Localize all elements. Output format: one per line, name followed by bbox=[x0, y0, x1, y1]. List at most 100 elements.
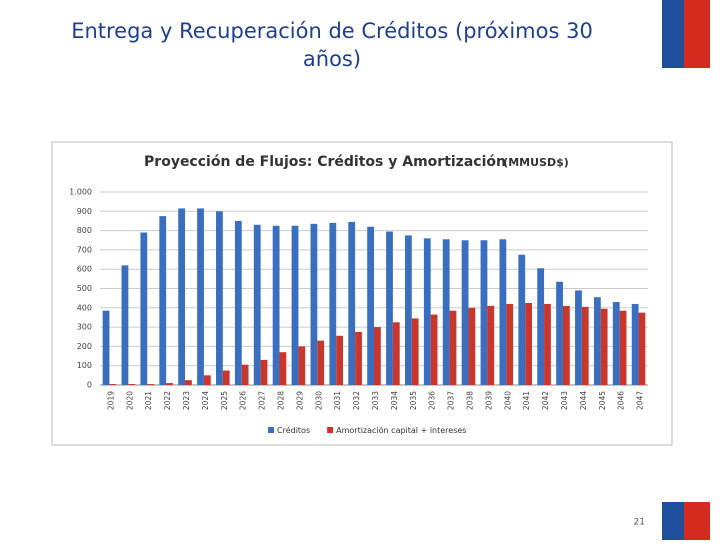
chart-title: Proyección de Flujos: Créditos y Amortiz… bbox=[144, 154, 506, 170]
bar bbox=[102, 310, 110, 385]
bar bbox=[140, 232, 148, 385]
bar bbox=[612, 302, 620, 385]
x-tick-label: 2043 bbox=[560, 391, 569, 410]
y-tick-label: 200 bbox=[77, 342, 92, 351]
bar bbox=[404, 235, 412, 385]
bar bbox=[449, 310, 457, 385]
x-tick-label: 2022 bbox=[163, 391, 172, 410]
bar bbox=[241, 364, 249, 385]
flag-red bbox=[684, 502, 710, 540]
x-tick-label: 2042 bbox=[541, 391, 550, 410]
bar bbox=[386, 231, 393, 385]
bar bbox=[581, 306, 589, 385]
bar bbox=[272, 225, 280, 385]
x-tick-label: 2044 bbox=[579, 391, 588, 410]
x-tick-label: 2031 bbox=[333, 391, 342, 410]
chart-subtitle: (MMUSD$) bbox=[503, 156, 569, 169]
bar bbox=[253, 224, 261, 385]
bar bbox=[185, 380, 192, 385]
y-tick-label: 100 bbox=[77, 361, 92, 370]
x-tick-label: 2041 bbox=[522, 391, 531, 410]
bar bbox=[430, 314, 438, 385]
bar bbox=[461, 240, 469, 385]
x-tick-label: 2033 bbox=[371, 391, 380, 410]
bar bbox=[234, 220, 242, 385]
bar bbox=[121, 265, 129, 385]
flag-red bbox=[684, 0, 710, 68]
bar bbox=[556, 281, 563, 385]
y-tick-label: 300 bbox=[77, 323, 92, 332]
legend-label: Créditos bbox=[277, 425, 310, 435]
bar bbox=[518, 254, 526, 385]
legend-swatch bbox=[327, 427, 334, 433]
bar bbox=[166, 383, 173, 385]
bar bbox=[593, 297, 601, 385]
flag-blue bbox=[662, 0, 684, 68]
x-tick-label: 2026 bbox=[239, 391, 248, 410]
bar bbox=[423, 238, 431, 385]
bar bbox=[279, 352, 287, 385]
bar bbox=[197, 208, 204, 385]
x-tick-label: 2035 bbox=[409, 391, 418, 410]
y-tick-label: 0 bbox=[87, 381, 92, 390]
bar bbox=[600, 308, 608, 385]
x-tick-label: 2045 bbox=[598, 391, 607, 410]
x-tick-label: 2037 bbox=[447, 391, 456, 410]
x-tick-label: 2030 bbox=[314, 391, 323, 410]
bar bbox=[317, 340, 325, 385]
bar bbox=[147, 384, 155, 385]
bar bbox=[442, 239, 450, 385]
bar bbox=[562, 305, 570, 385]
bar bbox=[203, 375, 211, 385]
page-number: 21 bbox=[634, 518, 645, 528]
x-tick-label: 2020 bbox=[125, 391, 134, 410]
bar bbox=[216, 211, 223, 385]
bar bbox=[367, 226, 374, 385]
x-tick-label: 2027 bbox=[258, 391, 267, 410]
x-tick-label: 2029 bbox=[295, 391, 304, 410]
bar bbox=[525, 302, 532, 385]
bar bbox=[468, 307, 476, 385]
bar bbox=[392, 322, 400, 385]
x-tick-label: 2047 bbox=[636, 391, 645, 410]
bar bbox=[109, 384, 117, 385]
x-tick-label: 2036 bbox=[428, 391, 437, 410]
y-tick-label: 600 bbox=[77, 265, 92, 274]
x-tick-label: 2028 bbox=[277, 391, 286, 410]
bar bbox=[128, 384, 136, 385]
bar bbox=[631, 303, 639, 385]
y-tick-label: 500 bbox=[77, 284, 92, 293]
x-tick-label: 2025 bbox=[220, 391, 229, 410]
bar bbox=[544, 303, 551, 385]
y-tick-label: 400 bbox=[77, 303, 92, 312]
bar bbox=[411, 318, 419, 385]
legend-swatch bbox=[268, 427, 274, 433]
bar bbox=[499, 239, 507, 385]
bar bbox=[159, 216, 167, 385]
bar bbox=[355, 331, 362, 385]
x-tick-label: 2024 bbox=[201, 391, 210, 410]
flag-blue bbox=[662, 502, 684, 540]
bar bbox=[575, 290, 582, 385]
x-tick-label: 2038 bbox=[465, 391, 474, 410]
bar bbox=[329, 222, 337, 385]
bar bbox=[506, 303, 514, 385]
x-tick-label: 2021 bbox=[144, 391, 153, 410]
bar bbox=[537, 268, 545, 385]
bar bbox=[298, 346, 306, 385]
x-tick-label: 2034 bbox=[390, 391, 399, 410]
bar bbox=[480, 240, 488, 385]
y-tick-label: 1.000 bbox=[69, 188, 92, 197]
bar bbox=[222, 370, 230, 385]
slide-title: Entrega y Recuperación de Créditos (próx… bbox=[71, 19, 593, 71]
x-tick-label: 2019 bbox=[106, 391, 115, 410]
legend-label: Amortización capital + intereses bbox=[336, 425, 466, 435]
x-tick-label: 2046 bbox=[617, 391, 626, 410]
bar bbox=[310, 223, 318, 385]
bar bbox=[336, 335, 344, 385]
y-tick-label: 900 bbox=[77, 207, 92, 216]
bar bbox=[638, 312, 646, 385]
bar bbox=[348, 221, 356, 385]
x-tick-label: 2040 bbox=[503, 391, 512, 410]
